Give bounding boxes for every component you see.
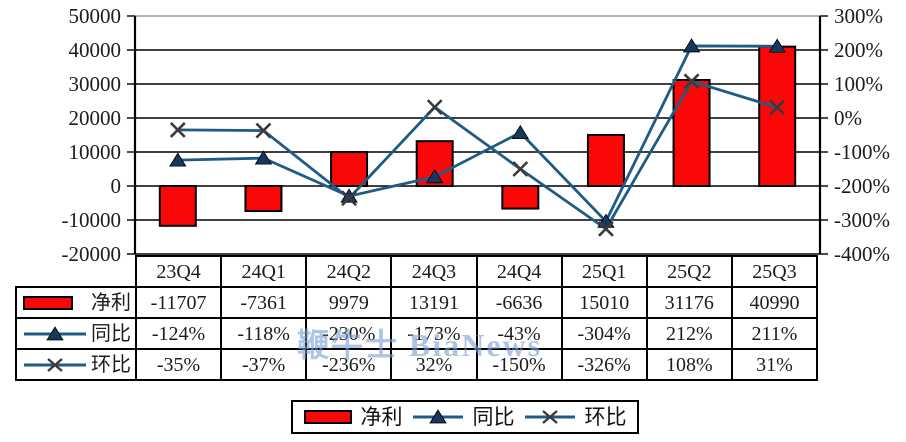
- watermark: 鞭牛士 BiaNews: [297, 327, 543, 363]
- table-corner-blank: [16, 256, 136, 287]
- left-axis-label: -20000: [62, 242, 122, 262]
- table-cell: -150%: [475, 348, 563, 381]
- left-axis-label: 20000: [69, 106, 122, 130]
- table-cell: -304%: [560, 317, 648, 350]
- bar-25Q2: [672, 79, 711, 187]
- table-cell: -37%: [220, 348, 308, 381]
- table-cell: 31%: [730, 348, 819, 381]
- quarter-header: 24Q2: [305, 255, 393, 288]
- x-marker-24Q1: [255, 122, 272, 139]
- triangle-marker-24Q4: [511, 124, 530, 140]
- quarter-header: 24Q4: [475, 255, 563, 288]
- mom-line: [177, 79, 778, 231]
- chart-legend: 净利 同比 环比: [291, 400, 639, 434]
- left-axis-label: 50000: [69, 4, 122, 28]
- left-axis-label: -10000: [62, 208, 122, 232]
- triangle-marker-24Q3: [425, 169, 444, 184]
- table-cell: 32%: [390, 348, 478, 381]
- table-cell: -124%: [134, 317, 223, 350]
- triangle-marker-23Q4: [169, 152, 187, 167]
- table-header-row: 23Q4 24Q1 24Q2 24Q3 24Q4 25Q1 25Q2 25Q3: [16, 255, 819, 288]
- bar-23Q4: [158, 185, 197, 227]
- quarter-header: 24Q3: [390, 255, 478, 288]
- right-axis-label: 0%: [834, 106, 862, 130]
- triangle-marker-24Q1: [254, 150, 273, 165]
- net-profit-bar-swatch-icon: [23, 295, 73, 310]
- bar-25Q1: [586, 133, 625, 188]
- right-axis-label: -200%: [834, 174, 890, 198]
- net-profit-bar-swatch-icon: [303, 410, 352, 424]
- yoy-line: [177, 44, 778, 224]
- table-cell: -326%: [560, 348, 648, 381]
- table-cell: -7361: [220, 286, 308, 319]
- bar-25Q3: [758, 45, 797, 187]
- table-row-mom: 环比 -35% -37% -236% 32% -150% -326% 108% …: [15, 348, 819, 381]
- left-axis-label: 40000: [69, 38, 122, 62]
- row-label: 同比: [91, 322, 131, 345]
- combo-chart-plot: 50000 300% 40000 200% 30000 100% 20000 0% 10000 -…: [62, 4, 891, 262]
- mom-line-x-icon: [524, 410, 575, 424]
- bar-24Q2: [330, 151, 369, 187]
- table-cell: -6636: [475, 286, 563, 319]
- table-cell: 108%: [645, 348, 733, 381]
- legend-label-yoy: 同比: [472, 404, 515, 429]
- x-marker-25Q3: [769, 99, 786, 116]
- bar-24Q1: [244, 185, 283, 213]
- triangle-marker-25Q2: [682, 38, 701, 53]
- table-cell: 211%: [730, 317, 819, 350]
- table-cell: -35%: [134, 348, 223, 381]
- quarter-header: 25Q2: [645, 255, 733, 288]
- table-cell: 13191: [390, 286, 478, 319]
- table-cell: -173%: [390, 317, 478, 350]
- chart-data-table: 23Q4 24Q1 24Q2 24Q3 24Q4 25Q1 25Q2 25Q3 …: [15, 255, 819, 381]
- right-axis-label: -400%: [834, 242, 890, 262]
- legend-label-net-profit: 净利: [360, 404, 403, 429]
- table-row-yoy: 同比 -124% -118% -230% -173% -43% -304% 21…: [15, 317, 819, 350]
- left-axis-label: 30000: [69, 72, 122, 96]
- table-row-net-profit: 净利 -11707 -7361 9979 13191 -6636 15010 3…: [15, 286, 819, 319]
- table-cell: -43%: [475, 317, 563, 350]
- legend-label-mom: 环比: [584, 404, 627, 429]
- left-axis-label: 0: [111, 174, 122, 198]
- x-marker-23Q4: [169, 121, 186, 138]
- row-label: 环比: [91, 353, 131, 376]
- right-axis-label: 200%: [834, 38, 883, 62]
- table-cell: -236%: [305, 348, 393, 381]
- table-cell: 15010: [560, 286, 648, 319]
- x-marker-24Q2: [341, 190, 357, 207]
- right-axis-label: -300%: [834, 208, 890, 232]
- table-cell: 40990: [730, 286, 819, 319]
- table-cell: 212%: [645, 317, 733, 350]
- yoy-line-triangle-icon: [24, 325, 86, 340]
- mom-line-x-icon: [24, 357, 86, 372]
- row-label: 净利: [91, 291, 131, 314]
- x-marker-24Q3: [426, 99, 443, 116]
- quarter-header: 25Q3: [730, 255, 819, 288]
- right-axis-label: 300%: [834, 4, 883, 28]
- table-cell: 31176: [645, 286, 733, 319]
- triangle-marker-25Q3: [768, 38, 786, 53]
- quarter-header: 25Q1: [560, 255, 648, 288]
- table-cell: -118%: [220, 317, 308, 350]
- row-key-mom: 环比: [15, 348, 137, 381]
- x-marker-25Q2: [683, 73, 700, 90]
- table-cell: -230%: [305, 317, 393, 350]
- yoy-line-triangle-icon: [412, 409, 463, 424]
- bar-24Q4: [501, 185, 540, 210]
- row-key-net-profit: 净利: [15, 286, 137, 319]
- quarter-header: 23Q4: [134, 255, 223, 288]
- table-cell: 9979: [305, 286, 393, 319]
- table-cell: -11707: [134, 286, 223, 319]
- quarter-header: 24Q1: [220, 255, 308, 288]
- right-axis-label: 100%: [834, 72, 883, 96]
- left-axis-label: 10000: [69, 140, 122, 164]
- x-marker-25Q1: [598, 220, 614, 237]
- row-key-yoy: 同比: [15, 317, 137, 350]
- x-marker-24Q4: [512, 161, 529, 177]
- right-axis-label: -100%: [834, 140, 890, 164]
